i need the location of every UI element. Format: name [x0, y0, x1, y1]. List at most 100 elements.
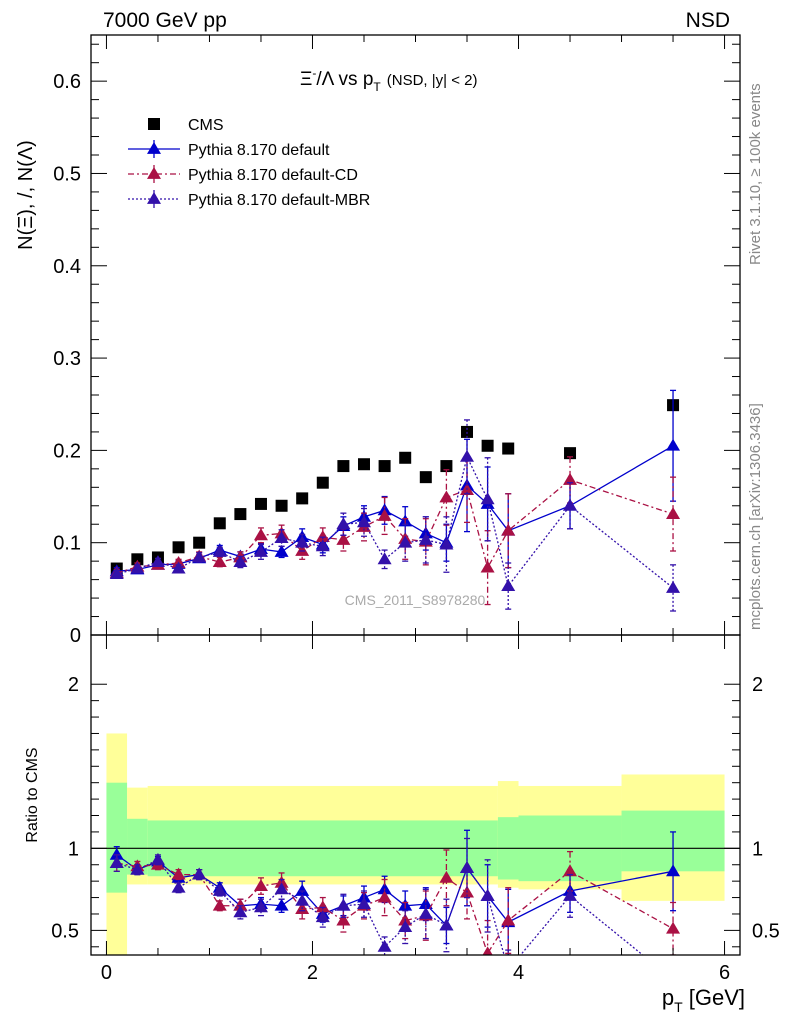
y-tick-label: 0	[70, 625, 81, 647]
series-line-pythia-8-170-default-cd	[116, 479, 674, 574]
event-type-label: NSD	[686, 9, 730, 32]
data-point	[439, 490, 454, 503]
data-point	[274, 875, 289, 888]
ratio-y-axis-label: Ratio to CMS	[24, 747, 41, 842]
y-tick-label: 0.3	[53, 348, 81, 370]
legend-marker	[147, 142, 161, 154]
data-point	[253, 900, 268, 913]
data-point	[296, 492, 309, 505]
data-point	[377, 508, 392, 521]
legend-marker	[147, 167, 161, 179]
data-point	[356, 515, 371, 528]
y-tick-label: 0.1	[53, 533, 81, 555]
data-point	[337, 460, 350, 473]
data-point	[666, 507, 681, 519]
data-point	[315, 900, 330, 913]
data-point	[418, 526, 433, 539]
analysis-watermark: CMS_2011_S8978280	[345, 592, 486, 608]
data-point	[399, 451, 412, 464]
data-point	[440, 460, 453, 473]
x-tick-label: 6	[719, 962, 730, 984]
data-point	[213, 517, 226, 530]
legend-label: Pythia 8.170 default-CD	[188, 167, 358, 184]
data-point	[377, 939, 392, 952]
legend-label: CMS	[188, 117, 224, 134]
data-point	[253, 528, 268, 541]
legend: CMS Pythia 8.170 default Pythia 8.170 defa…	[128, 117, 370, 209]
data-point	[336, 532, 351, 545]
data-point	[295, 544, 310, 556]
ratio-band-green	[127, 818, 148, 875]
x-tick-label: 2	[307, 962, 318, 984]
data-point	[480, 888, 495, 901]
y-tick-label-right: 2	[752, 674, 763, 696]
data-point	[501, 523, 516, 536]
series-pythia-8-170-default-mbr	[109, 419, 681, 612]
legend-marker	[148, 118, 160, 130]
ratio-plot-axes: 0.5 0.5 1 1 2 2 0 2 4 6	[51, 635, 780, 984]
data-point	[233, 905, 248, 918]
data-point	[212, 884, 227, 896]
plot-title: Ξ-/Λ vs pT (NSD, |y| < 2)	[300, 66, 477, 94]
series-pythia-8-170-default-cd	[109, 456, 681, 606]
mcplots-label: mcplots.cern.ch [arXiv:1306.3436]	[747, 403, 764, 630]
series-line-pythia-8-170-default-mbr	[116, 454, 674, 589]
data-point	[171, 561, 186, 574]
data-point	[212, 555, 227, 567]
data-point	[666, 438, 681, 451]
data-point	[315, 539, 330, 552]
data-point	[254, 497, 267, 510]
data-point	[563, 498, 578, 511]
data-point	[171, 867, 186, 880]
data-point	[501, 579, 516, 591]
legend-item: Pythia 8.170 default-MBR	[128, 190, 370, 209]
y-tick-label: 2	[68, 674, 79, 696]
data-point	[192, 550, 207, 563]
y-tick-label: 0.2	[53, 440, 81, 462]
data-point	[564, 447, 577, 460]
series-pythia-8-170-default-mbr	[109, 837, 680, 985]
data-point	[357, 458, 370, 471]
data-point	[109, 847, 124, 860]
data-point	[419, 471, 432, 484]
y-tick-label-right: 0.5	[752, 920, 780, 942]
y-tick-label-right: 1	[752, 838, 763, 860]
y-tick-label: 1	[68, 838, 79, 860]
data-point	[377, 552, 392, 565]
data-point	[274, 898, 289, 911]
data-point	[502, 442, 515, 455]
data-point	[150, 852, 165, 865]
data-point	[212, 898, 227, 911]
data-point	[233, 555, 248, 567]
data-point	[295, 535, 310, 548]
legend-item: Pythia 8.170 default-CD	[128, 165, 358, 184]
series-line-pythia-8-170-default-cd	[116, 862, 674, 955]
data-point	[150, 555, 165, 567]
data-point	[666, 973, 680, 985]
data-point	[193, 536, 206, 549]
data-point	[481, 439, 494, 452]
data-point	[315, 910, 330, 923]
x-axis-label: pT [GeV]	[662, 985, 745, 1015]
data-point	[418, 532, 433, 545]
data-point	[130, 862, 145, 875]
data-point	[501, 913, 516, 926]
data-point	[274, 544, 289, 557]
ratio-plot-series	[109, 829, 681, 985]
y-tick-label: 0.5	[53, 163, 81, 185]
data-point	[356, 897, 371, 910]
legend-label: Pythia 8.170 default	[188, 142, 330, 159]
data-point	[274, 531, 289, 543]
data-point	[212, 544, 227, 557]
data-point	[336, 898, 351, 911]
data-point	[377, 890, 392, 903]
y-tick-label: 0.4	[53, 256, 81, 278]
y-tick-label: 0.5	[51, 920, 79, 942]
data-point	[563, 888, 578, 901]
data-point	[253, 544, 268, 557]
data-point	[563, 472, 578, 485]
rivet-label: Rivet 3.1.10, ≥ 100k events	[747, 83, 764, 265]
data-point	[460, 861, 475, 873]
data-point	[295, 893, 310, 906]
data-point	[482, 946, 493, 955]
